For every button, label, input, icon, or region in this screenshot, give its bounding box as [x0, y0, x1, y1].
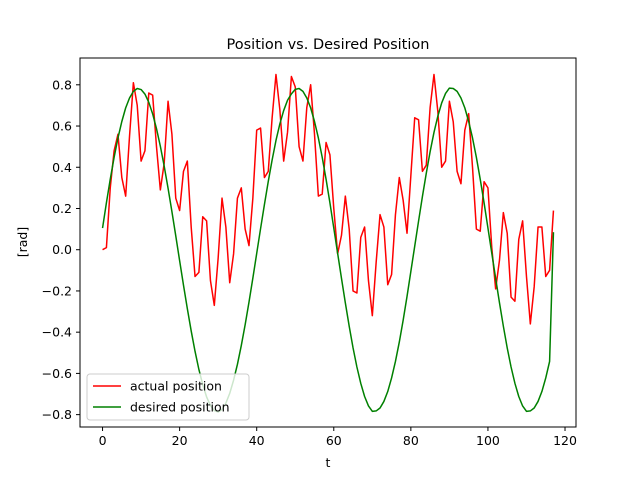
- series-line-actual-position: [102, 73, 555, 325]
- legend-box: [86, 373, 250, 421]
- legend: actual position desired position: [86, 373, 250, 421]
- y-tick-label: 0.6: [52, 119, 72, 134]
- y-tick-label: 0.8: [52, 77, 72, 92]
- x-tick-label: 20: [172, 433, 188, 448]
- chart-title: Position vs. Desired Position: [227, 37, 430, 53]
- y-tick-label: −0.4: [42, 325, 72, 340]
- plot-frame: [79, 57, 577, 428]
- series-line-desired-position: [101, 87, 555, 413]
- x-tick-label: 40: [249, 433, 265, 448]
- x-tick-label: 100: [476, 433, 500, 448]
- x-tick-label: 80: [403, 433, 419, 448]
- y-tick-label: −0.6: [42, 366, 72, 381]
- y-axis-ticks: −0.8 −0.6 −0.4 −0.2 0.0 0.2 0.4 0.6 0.8: [42, 77, 80, 422]
- y-tick-label: 0.2: [52, 201, 72, 216]
- y-tick-label: −0.2: [42, 283, 72, 298]
- x-axis-label: t: [326, 455, 331, 470]
- series-layer: [101, 73, 555, 413]
- x-tick-label: 120: [553, 433, 577, 448]
- x-tick-label: 60: [326, 433, 342, 448]
- y-axis-label: [rad]: [15, 227, 30, 258]
- legend-label-actual-position: actual position: [130, 379, 222, 394]
- legend-label-desired-position: desired position: [130, 400, 230, 415]
- x-axis-ticks: 0 20 40 60 80 100 120: [99, 427, 577, 448]
- y-tick-label: 0.4: [52, 160, 72, 175]
- y-tick-label: 0.0: [52, 242, 72, 257]
- y-tick-label: −0.8: [42, 407, 72, 422]
- x-tick-label: 0: [99, 433, 107, 448]
